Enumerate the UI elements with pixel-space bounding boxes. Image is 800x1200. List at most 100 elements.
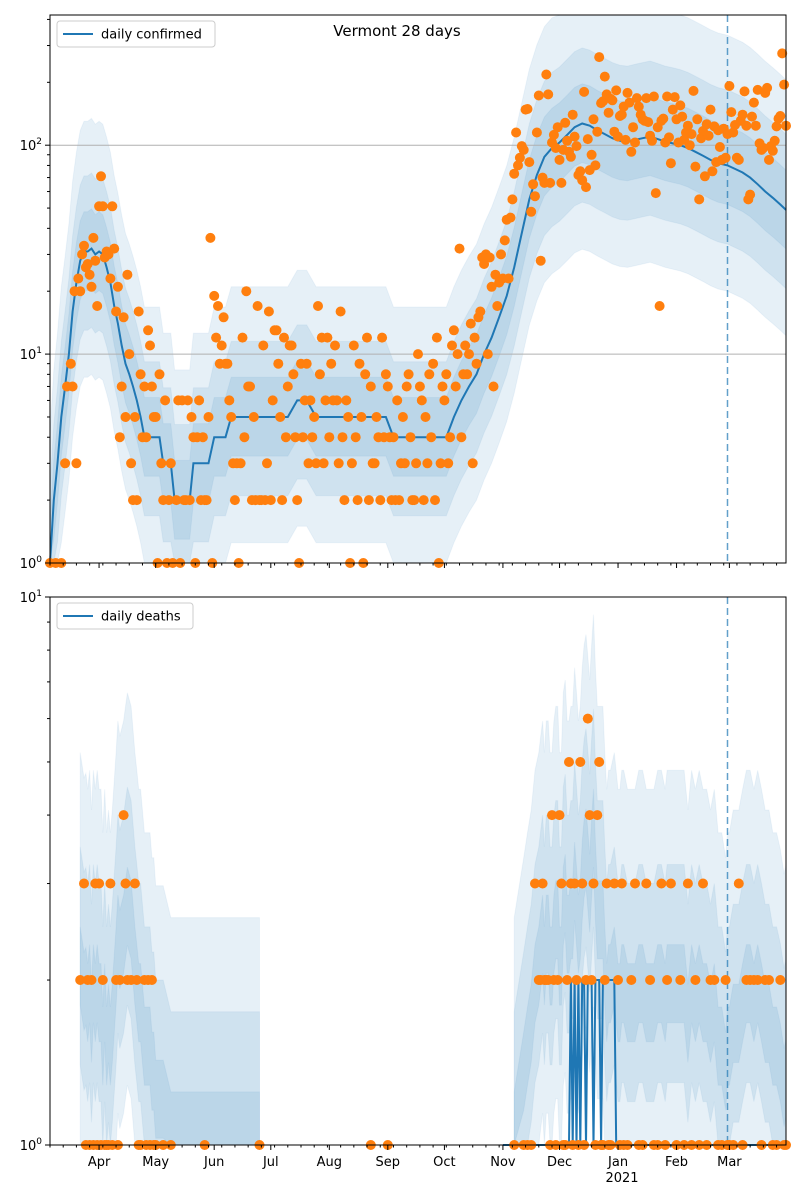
top-y-label-base-0: 10 — [20, 557, 37, 572]
top-observed-point-144 — [330, 340, 340, 351]
bottom-observed-point-48 — [537, 878, 548, 889]
top-observed-point-234 — [499, 235, 510, 246]
top-observed-point-3 — [60, 458, 71, 469]
top-observed-point-303 — [630, 137, 640, 148]
top-observed-point-76 — [201, 495, 212, 506]
top-observed-point-294 — [613, 131, 623, 142]
top-observed-point-189 — [414, 381, 425, 392]
top-observed-point-103 — [252, 301, 263, 311]
top-y-label-base-1: 10 — [20, 348, 37, 363]
top-observed-point-250 — [530, 191, 540, 202]
top-observed-point-138 — [318, 458, 329, 469]
top-observed-point-6 — [67, 381, 78, 392]
top-observed-point-298 — [620, 134, 631, 145]
bottom-observed-point-65 — [569, 878, 580, 889]
top-observed-point-302 — [628, 122, 639, 133]
top-observed-point-188 — [413, 349, 423, 360]
top-observed-point-226 — [484, 252, 495, 263]
top-observed-point-208 — [450, 381, 461, 392]
bottom-observed-point-81 — [599, 975, 610, 985]
top-observed-point-41 — [133, 306, 144, 317]
top-observed-point-82 — [213, 301, 223, 311]
bottom-forecast-bands — [79, 614, 787, 1146]
top-observed-point-178 — [394, 495, 405, 506]
top-observed-point-11 — [77, 249, 88, 260]
top-observed-point-44 — [139, 381, 150, 392]
top-observed-point-361 — [739, 86, 750, 97]
top-observed-point-318 — [658, 113, 669, 124]
bottom-observed-point-101 — [662, 975, 673, 985]
top-observed-point-17 — [88, 232, 99, 243]
top-observed-point-332 — [684, 140, 695, 151]
top-observed-point-166 — [371, 412, 382, 422]
top-observed-point-182 — [401, 381, 412, 392]
top-observed-point-91 — [229, 495, 240, 506]
top-observed-point-218 — [469, 332, 480, 343]
top-observed-point-84 — [216, 340, 227, 351]
bottom-observed-point-82 — [601, 878, 612, 889]
top-daily-confirmed-line — [49, 122, 787, 564]
top-observed-point-371 — [758, 143, 769, 153]
figure-title: Vermont 28 days — [333, 22, 461, 40]
top-observed-point-135 — [313, 301, 323, 311]
top-observed-point-52 — [154, 369, 165, 380]
top-observed-point-210 — [454, 243, 465, 254]
bottom-observed-point-24 — [129, 878, 140, 889]
top-observed-point-33 — [118, 312, 129, 323]
top-observed-point-114 — [273, 358, 284, 369]
top-observed-point-340 — [699, 171, 710, 182]
top-observed-point-32 — [116, 381, 127, 392]
top-observed-point-300 — [624, 97, 635, 108]
top-observed-point-134 — [311, 458, 322, 469]
top-observed-point-162 — [363, 495, 374, 506]
top-observed-point-368 — [752, 84, 763, 95]
top-legend-box — [56, 20, 216, 48]
top-observed-point-193 — [422, 458, 433, 469]
top-observed-point-57 — [163, 495, 174, 506]
bottom-observed-point-9 — [94, 878, 105, 889]
top-observed-point-127 — [297, 432, 308, 443]
top-observed-point-305 — [633, 101, 644, 112]
top-observed-point-15 — [84, 269, 95, 280]
top-observed-point-354 — [726, 107, 737, 118]
top-observed-point-160 — [360, 369, 371, 380]
top-observed-point-55 — [160, 395, 171, 406]
bottom-observed-point-68 — [575, 757, 586, 767]
bottom-observed-point-62 — [564, 757, 574, 767]
top-observed-point-157 — [354, 358, 365, 369]
top-observed-point-163 — [365, 381, 376, 392]
top-observed-point-252 — [533, 90, 544, 101]
bottom-observed-point-95 — [641, 878, 652, 889]
top-observed-point-72 — [194, 395, 205, 406]
top-observed-point-353 — [724, 81, 735, 91]
top-observed-point-217 — [467, 458, 478, 469]
top-y-label-exp-1: 1 — [36, 346, 42, 356]
bottom-observed-point-116 — [720, 975, 731, 985]
bottom-x-ticks: Apr May Jun Jul Aug Sep Oct Nov Dec Jan Feb Mar — [49, 1145, 778, 1170]
top-observed-point-110 — [265, 495, 276, 506]
top-observed-point-336 — [692, 114, 703, 125]
top-observed-point-355 — [728, 127, 739, 138]
bottom-observed-point-113 — [709, 975, 720, 985]
top-observed-point-42 — [135, 369, 146, 380]
top-observed-point-151 — [343, 412, 354, 422]
top-observed-point-376 — [767, 145, 778, 156]
bottom-observed-point-45 — [530, 878, 540, 889]
top-observed-point-9 — [73, 273, 84, 284]
top-observed-point-257 — [543, 89, 554, 100]
top-observed-point-221 — [475, 306, 486, 317]
top-observed-point-85 — [218, 312, 229, 323]
top-observed-point-283 — [592, 126, 603, 137]
bottom-observed-point-0 — [75, 975, 86, 985]
top-y-label-1: 101 — [20, 346, 42, 363]
bottom-observed-point-75 — [588, 878, 599, 889]
bottom-y-label-1: 101 — [20, 589, 42, 606]
top-observed-point-281 — [588, 114, 599, 125]
bottom-observed-point-77 — [592, 810, 603, 821]
top-observed-point-323 — [667, 104, 678, 115]
bottom-x-label-8: Dec — [547, 1155, 572, 1170]
top-observed-point-276 — [579, 86, 590, 97]
top-observed-point-291 — [607, 95, 618, 106]
bottom-observed-point-85 — [609, 878, 620, 889]
